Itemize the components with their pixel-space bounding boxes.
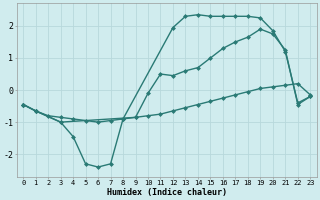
X-axis label: Humidex (Indice chaleur): Humidex (Indice chaleur) <box>107 188 227 197</box>
